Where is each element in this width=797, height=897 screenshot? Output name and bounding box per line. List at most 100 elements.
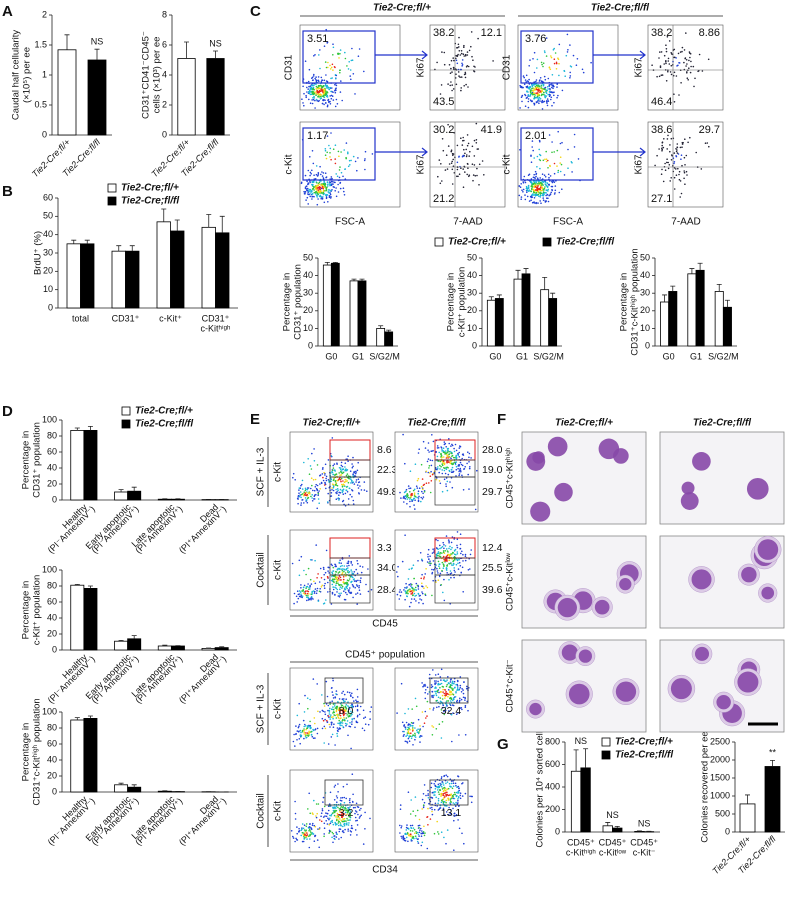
y-axis-label: CD31⁺ population: [32, 422, 43, 498]
axis-label: FSC-A: [335, 217, 365, 228]
y-axis-label: CD31⁺c-Kitʰⁱᵍʰ population: [32, 698, 43, 805]
flow-dot: [556, 96, 558, 99]
flow-dot: [675, 155, 678, 158]
flow-dot: [413, 577, 416, 580]
bar: [357, 280, 367, 347]
flow-dot: [467, 65, 470, 68]
flow-dot: [442, 798, 445, 800]
flow-dot: [662, 146, 665, 149]
gate-value: 2.01: [525, 130, 546, 142]
flow-dot: [307, 827, 310, 829]
flow-dot: [319, 819, 321, 821]
flow-dot: [413, 495, 416, 497]
flow-dot: [664, 162, 666, 165]
flow-dot: [448, 686, 451, 688]
flow-dot: [338, 494, 340, 497]
flow-dot: [651, 64, 653, 66]
flow-dot: [341, 99, 344, 102]
panel-letter: F: [497, 411, 506, 428]
flow-dot: [453, 550, 456, 552]
flow-dot: [573, 133, 576, 136]
flow-dot: [443, 692, 446, 695]
flow-dot: [301, 730, 304, 733]
flow-dot: [534, 177, 536, 179]
error-bar: [636, 830, 642, 832]
flow-dot: [445, 535, 448, 537]
flow-dot: [683, 49, 686, 51]
flow-dot: [351, 692, 353, 695]
flow-dot: [428, 472, 431, 474]
flow-dot: [536, 58, 539, 61]
legend-swatch: [542, 237, 552, 247]
flow-dot: [445, 468, 448, 470]
flow-dot: [527, 100, 530, 103]
flow-dot: [339, 822, 342, 824]
flow-dot: [409, 500, 411, 503]
flow-dot: [406, 734, 409, 736]
bar: [114, 784, 129, 793]
flow-dot: [292, 476, 294, 479]
flow-dot: [548, 176, 550, 179]
flow-dot: [428, 558, 430, 560]
flow-dot: [524, 79, 527, 81]
flow-dot: [304, 833, 306, 835]
flow-dot: [432, 707, 435, 709]
flow-dot: [338, 707, 340, 709]
flow-dot: [315, 173, 318, 176]
y-tick-label: 40: [47, 612, 57, 622]
flow-dot: [459, 676, 462, 678]
flow-dot: [305, 829, 308, 831]
flow-dot: [417, 497, 420, 499]
cell-nucleus: [691, 569, 712, 590]
flow-dot: [413, 589, 415, 591]
flow-dot: [335, 565, 338, 568]
flow-dot: [325, 703, 328, 705]
gate: [302, 30, 376, 84]
flow-dot: [323, 103, 325, 106]
error-bar: [351, 278, 357, 281]
flow-dot: [539, 85, 541, 88]
flow-dot: [558, 74, 560, 77]
flow-dot: [317, 93, 320, 95]
flow-dot: [465, 66, 468, 68]
flow-dot: [313, 84, 315, 86]
flow-dot: [323, 725, 326, 728]
flow-dot: [331, 189, 333, 191]
flow-dot: [530, 190, 533, 193]
flow-dot: [352, 481, 355, 484]
flow-dot: [677, 153, 680, 155]
flow-dot: [429, 807, 432, 809]
flow-dot: [451, 84, 454, 86]
flow-dot: [308, 829, 310, 832]
flow-dot: [334, 586, 336, 589]
flow-dot: [332, 580, 335, 583]
flow-dot: [541, 187, 543, 190]
flow-dot: [411, 830, 414, 832]
flow-dot: [303, 461, 305, 464]
flow-dot: [667, 57, 670, 60]
flow-dot: [461, 566, 464, 569]
flow-dot: [412, 489, 415, 492]
flow-dot: [439, 782, 441, 785]
flow-dot: [364, 716, 367, 718]
flow-dot: [519, 84, 521, 87]
flow-dot: [421, 682, 423, 684]
flow-dot: [324, 582, 326, 585]
flow-dot: [539, 191, 541, 194]
flow-dot: [307, 203, 310, 205]
flow-dot: [323, 833, 326, 835]
flow-dot: [671, 155, 673, 157]
flow-dot: [452, 782, 455, 784]
flow-dot: [335, 473, 338, 475]
flow-dot: [409, 824, 412, 827]
y-tick-label: 0: [725, 826, 730, 836]
flow-dot: [673, 161, 676, 163]
flow-dot: [355, 720, 358, 723]
flow-dot: [317, 76, 320, 78]
flow-dot: [321, 468, 324, 470]
flow-dot: [449, 570, 452, 572]
cell-nucleus: [692, 452, 711, 471]
bar: [70, 429, 85, 501]
flow-dot: [417, 824, 420, 827]
flow-dot: [543, 174, 546, 176]
